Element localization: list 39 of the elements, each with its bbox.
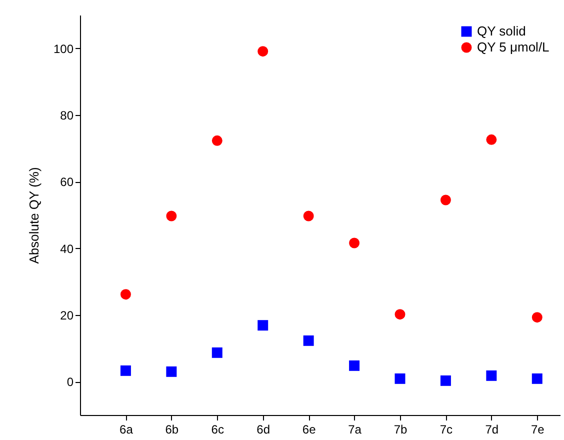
point bbox=[303, 210, 314, 222]
y-tick-label: 40 bbox=[60, 242, 74, 256]
x-tick-label: 7b bbox=[394, 422, 408, 436]
point bbox=[532, 373, 542, 384]
y-tick-label: 20 bbox=[60, 308, 74, 322]
point bbox=[349, 360, 360, 371]
point bbox=[258, 46, 268, 57]
point bbox=[212, 347, 222, 358]
y-tick-label: 80 bbox=[60, 108, 74, 122]
point bbox=[486, 370, 497, 381]
x-tick-label: 6d bbox=[256, 422, 270, 436]
y-tick-label: 100 bbox=[53, 42, 74, 56]
x-tick-label: 7a bbox=[348, 422, 362, 436]
point bbox=[440, 194, 451, 206]
point bbox=[120, 365, 131, 376]
x-tick-label: 6b bbox=[165, 422, 179, 436]
x-tick-label: 6c bbox=[211, 422, 224, 436]
point bbox=[394, 309, 406, 320]
y-axis-title: Absolute QY (%) bbox=[26, 167, 42, 264]
legend-label: QY solid bbox=[477, 24, 526, 38]
x-tick-label: 6e bbox=[302, 422, 316, 436]
point bbox=[166, 210, 177, 222]
y-tick-label: 60 bbox=[60, 175, 74, 190]
point bbox=[258, 320, 268, 331]
point bbox=[349, 238, 360, 248]
x-tick-label: 6a bbox=[120, 422, 134, 436]
point bbox=[440, 375, 451, 386]
x-tick-label: 7d bbox=[485, 422, 499, 436]
x-tick-label: 7e bbox=[530, 422, 545, 436]
point bbox=[166, 366, 177, 377]
point bbox=[120, 289, 131, 300]
point bbox=[394, 373, 406, 384]
point bbox=[303, 335, 314, 346]
point bbox=[486, 134, 497, 145]
point bbox=[532, 312, 542, 323]
x-tick-label: 7c bbox=[440, 422, 453, 436]
y-tick-label: 0 bbox=[66, 375, 74, 390]
point bbox=[212, 135, 222, 146]
legend-label: QY 5 μmol/L bbox=[477, 40, 550, 54]
